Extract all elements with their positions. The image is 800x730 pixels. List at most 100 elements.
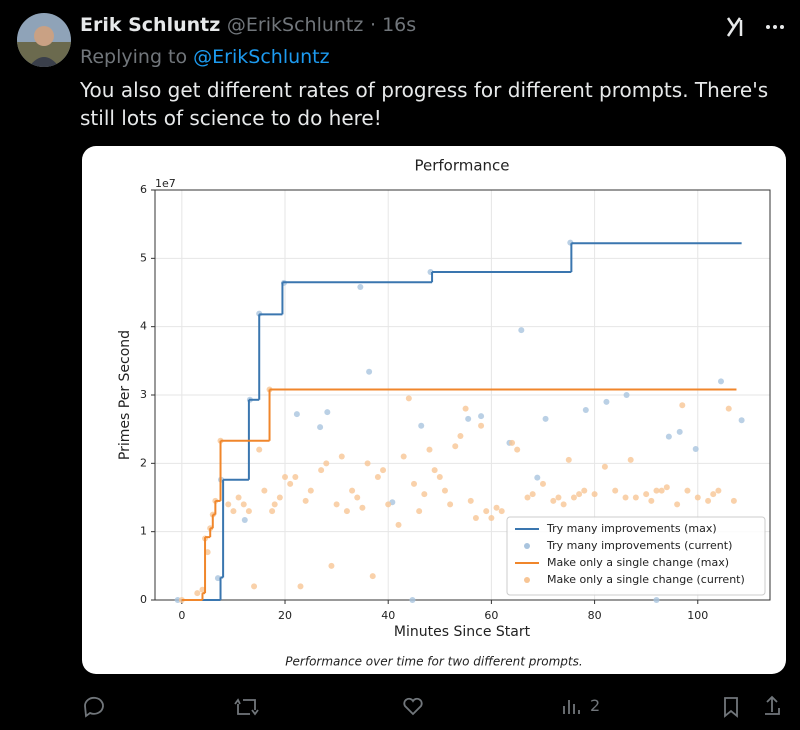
scatter-point [230, 508, 237, 515]
legend-label: Make only a single change (current) [547, 573, 745, 586]
scatter-point [174, 597, 181, 603]
scatter-point [374, 474, 381, 480]
scatter-point [581, 487, 588, 494]
scatter-point [565, 456, 572, 463]
scatter-point [235, 494, 242, 501]
scatter-point [467, 497, 474, 504]
scatter-point [576, 491, 583, 498]
scatter-point [603, 398, 610, 405]
x-tick-label: 40 [381, 609, 395, 622]
author-name[interactable]: Erik Schluntz [80, 14, 221, 36]
reply-icon[interactable] [84, 696, 104, 718]
image-card[interactable]: Performance Minutes Since Start Primes P… [82, 146, 786, 674]
retweet-icon[interactable] [234, 698, 259, 716]
scatter-point [385, 501, 392, 508]
scatter-point [324, 409, 331, 416]
scatter-point [333, 501, 340, 508]
scatter-point [395, 521, 402, 528]
scatter-point [409, 597, 416, 603]
chart-title: Performance [414, 157, 509, 175]
scatter-point [302, 497, 309, 504]
x-tick-label: 0 [178, 609, 185, 622]
scatter-point [518, 327, 525, 334]
scatter-point [524, 494, 531, 501]
like-icon[interactable] [403, 697, 423, 716]
scatter-point [261, 487, 268, 494]
author-line: Erik Schluntz @ErikSchluntz · 16s [80, 14, 416, 36]
y-offset-label: 1e7 [155, 177, 176, 190]
x-tick-label: 60 [484, 609, 498, 622]
scatter-point [542, 415, 549, 422]
scatter-point [648, 497, 655, 504]
scatter-point [478, 413, 485, 420]
caption: Performance over time for two different … [285, 655, 582, 669]
y-axis-label: Primes Per Second [117, 330, 133, 460]
scatter-point [214, 575, 221, 582]
scatter-point [715, 487, 722, 494]
x-tick-label: 20 [278, 609, 292, 622]
scatter-point [705, 497, 712, 504]
scatter-point [658, 487, 665, 494]
scatter-point [292, 474, 299, 480]
scatter-point [478, 422, 485, 429]
legend-swatch [524, 543, 530, 549]
scatter-point [465, 415, 472, 422]
scatter-point [421, 491, 428, 498]
timestamp[interactable]: · 16s [369, 14, 417, 36]
scatter-point [452, 443, 459, 450]
scatter-point [256, 446, 263, 453]
scatter-point [282, 474, 289, 480]
scatter-point [457, 433, 464, 439]
scatter-point [472, 515, 479, 521]
more-icon[interactable] [766, 25, 784, 29]
scatter-point [539, 480, 546, 487]
y-tick-label: 6 [140, 183, 147, 196]
scatter-point [307, 487, 314, 494]
scatter-point [364, 460, 371, 467]
views-icon[interactable] [563, 700, 580, 714]
legend: Try many improvements (max) Try many impr… [506, 516, 766, 596]
scatter-point [529, 491, 536, 498]
scatter-point [354, 494, 361, 501]
share-icon[interactable] [765, 695, 780, 715]
scatter-point [441, 487, 448, 494]
avatar[interactable] [16, 12, 72, 68]
action-bar [84, 695, 780, 718]
scatter-point [730, 497, 737, 504]
x-tick-label: 100 [687, 609, 708, 622]
scatter-point [269, 508, 276, 515]
scatter-point [266, 386, 273, 393]
scatter-point [601, 463, 608, 470]
legend-label: Try many improvements (max) [546, 522, 717, 535]
scatter-point [627, 456, 634, 463]
scatter-point [653, 487, 660, 494]
reply-handle[interactable]: @ErikSchluntz [193, 46, 330, 68]
scatter-point [366, 368, 373, 375]
scatter-point [369, 573, 376, 580]
scatter-point [676, 428, 683, 435]
scatter-point [632, 494, 639, 501]
scatter-point [251, 583, 258, 590]
x-axis-label: Minutes Since Start [394, 624, 531, 640]
scatter-point [498, 508, 505, 515]
scatter-point [488, 515, 495, 521]
scatter-point [317, 424, 324, 431]
handle[interactable]: @ErikSchluntz [226, 14, 364, 36]
grok-icon[interactable] [726, 17, 743, 37]
scatter-point [725, 405, 732, 412]
bookmark-icon[interactable] [724, 697, 738, 718]
scatter-point [418, 422, 425, 429]
scatter-point [405, 395, 412, 402]
scatter-point [692, 445, 699, 452]
scatter-point [493, 504, 500, 511]
scatter-point [622, 494, 629, 501]
scatter-point [318, 467, 325, 474]
y-tick-label: 0 [140, 593, 147, 606]
tweet-text: You also get different rates of progress… [80, 78, 769, 130]
legend-box [506, 516, 766, 596]
scatter-point [534, 474, 541, 481]
scatter-point [338, 453, 345, 460]
scatter-point [717, 378, 724, 385]
scatter-point [323, 460, 330, 467]
scatter-point [591, 491, 598, 498]
